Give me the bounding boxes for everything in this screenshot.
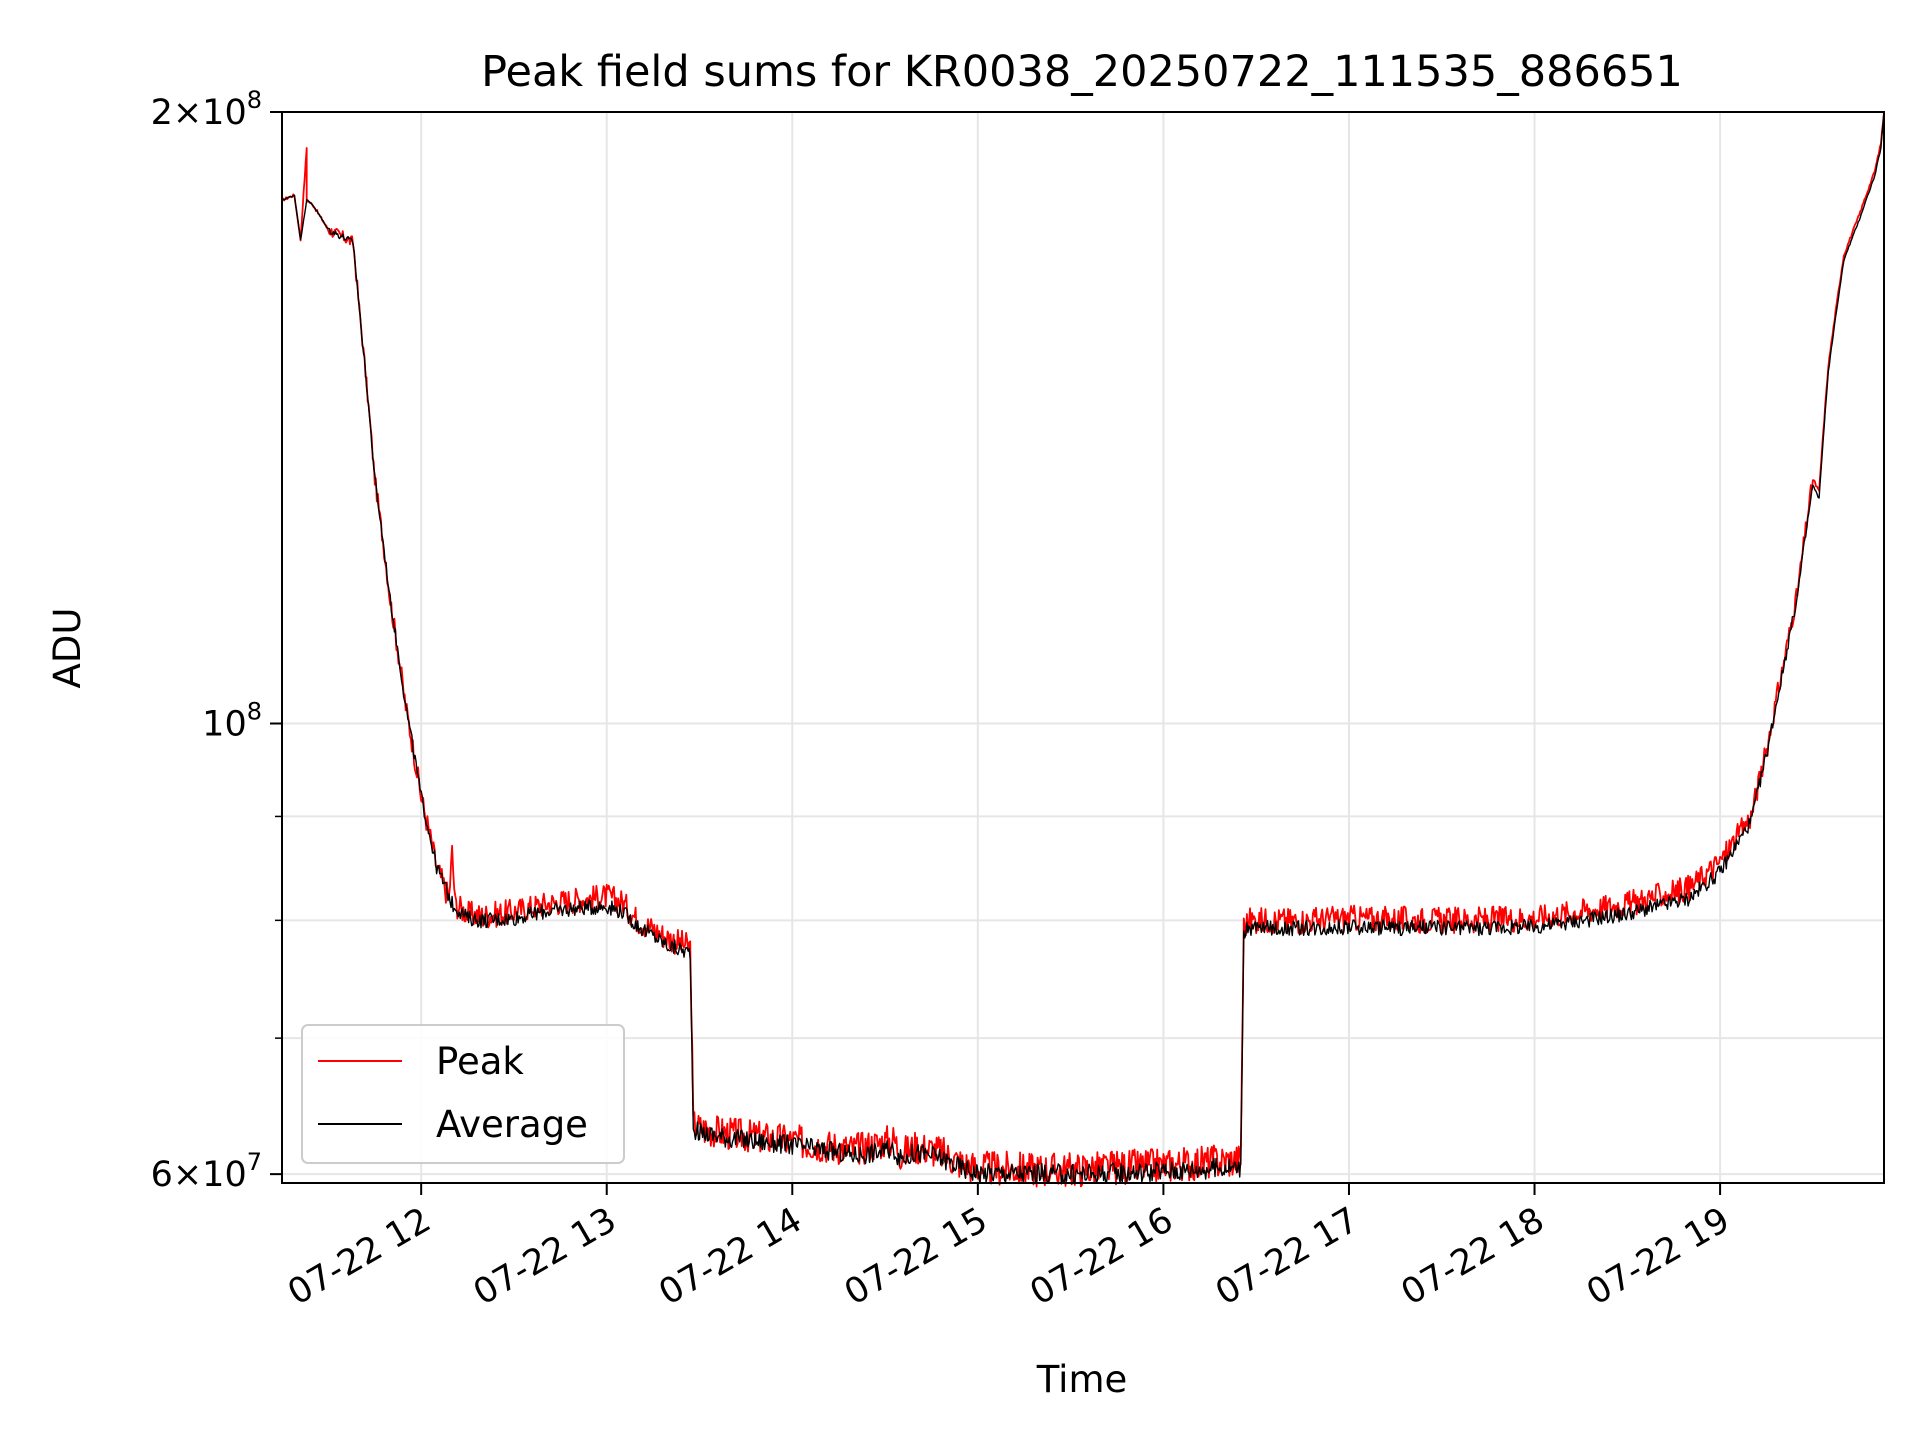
plot-series — [281, 111, 1885, 1188]
legend: Peak Average — [301, 1024, 625, 1164]
x-axis-label: Time — [1036, 1358, 1128, 1401]
y-tick-label: 2×108 — [151, 86, 262, 133]
series-line-average — [281, 111, 1885, 1185]
y-tick-label: 6×107 — [151, 1148, 262, 1195]
y-axis-label: ADU — [46, 608, 89, 689]
legend-label-average: Average — [436, 1103, 588, 1146]
y-tick-exponent: 8 — [247, 86, 262, 114]
y-tick-mantissa: 6 — [151, 1155, 173, 1195]
y-tick-base: 10 — [202, 704, 247, 744]
legend-label-peak: Peak — [436, 1040, 524, 1083]
chart-title: Peak field sums for KR0038_20250722_1115… — [481, 47, 1683, 97]
y-tick-exponent: 8 — [247, 697, 262, 725]
y-tick-mantissa: 2 — [151, 93, 173, 133]
y-tick-base: 10 — [202, 1155, 247, 1195]
legend-box — [301, 1024, 625, 1164]
times-sign: × — [173, 93, 202, 133]
times-sign: × — [173, 1155, 202, 1195]
y-tick-base: 10 — [202, 93, 247, 133]
y-tick-label: 108 — [202, 697, 262, 744]
y-tick-exponent: 7 — [247, 1148, 262, 1176]
plot-frame — [281, 111, 1885, 1184]
